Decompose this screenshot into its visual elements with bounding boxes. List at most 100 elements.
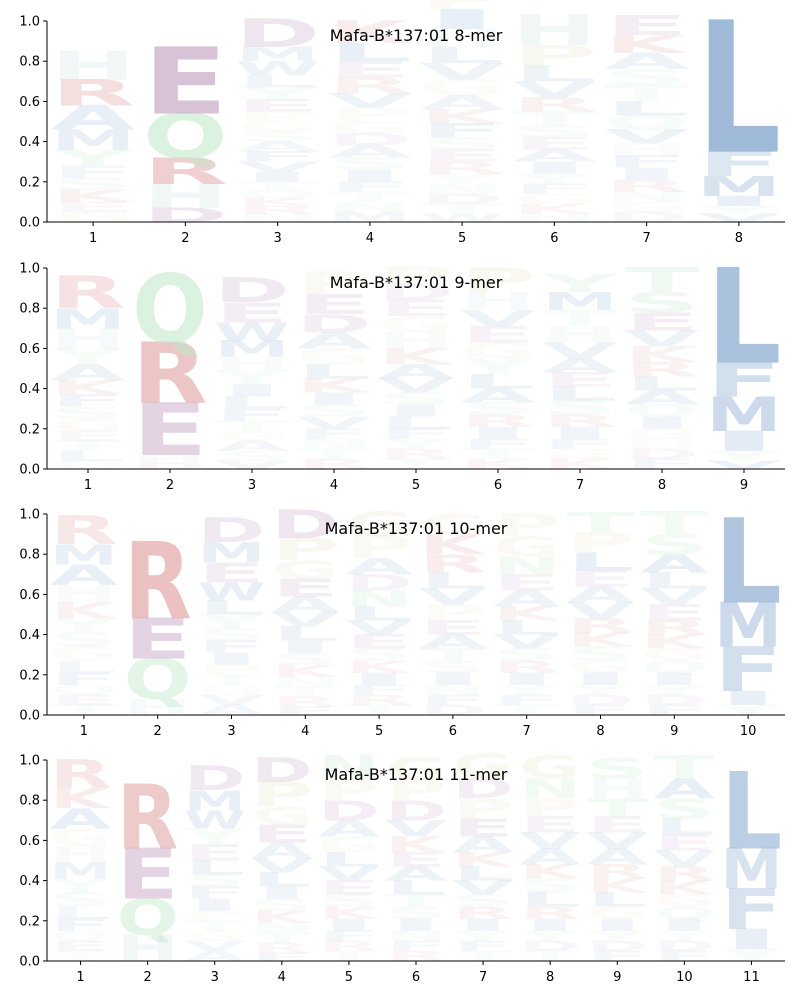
logo-letter: I xyxy=(706,425,781,457)
logo-letter: A xyxy=(235,139,321,155)
logo-letter: F xyxy=(714,634,782,705)
chart-title: Mafa-B*137:01 9-mer xyxy=(330,273,503,292)
logo-letter: W xyxy=(235,58,320,81)
logo-letter: A xyxy=(50,803,112,835)
logo-letter: A xyxy=(640,549,708,578)
logo-letter: K xyxy=(493,603,560,625)
logo-letter: R xyxy=(271,694,339,710)
logo-letter: Q xyxy=(117,888,179,947)
logo-letter: T xyxy=(345,702,414,718)
logo-letter: D xyxy=(296,309,371,338)
logo-letter: V xyxy=(420,59,505,85)
logo-letter: P xyxy=(271,532,339,568)
logo-letter: S xyxy=(460,399,535,419)
logo-letter: V xyxy=(318,862,380,885)
x-tick-label: 3 xyxy=(273,231,281,246)
logo-letter: N xyxy=(493,551,561,580)
logo-letter: S xyxy=(519,874,581,897)
logo-letter: F xyxy=(50,391,125,411)
logo-letter: G xyxy=(654,891,716,911)
logo-letter: F xyxy=(296,426,371,442)
logo-letter: A xyxy=(586,844,649,870)
logo-letter: A xyxy=(519,844,582,870)
logo-letter: L xyxy=(519,889,581,912)
logo-letter: I xyxy=(198,649,266,669)
x-tick-label: 7 xyxy=(523,724,531,739)
logo-letter: F xyxy=(654,948,716,964)
logo-letter: Y xyxy=(235,84,320,103)
logo-letter: I xyxy=(419,669,487,689)
logo-letter: R xyxy=(519,903,581,923)
logo-letter: I xyxy=(604,164,689,183)
logo-letter: S xyxy=(345,645,413,665)
logo-letter: V xyxy=(345,616,413,639)
logo-letter: P xyxy=(318,774,380,806)
logo-letter: L xyxy=(419,568,487,594)
logo-letter: I xyxy=(296,389,371,408)
logo-letter: Y xyxy=(586,928,649,944)
logo-letter: M xyxy=(184,785,246,818)
logo-letter: G xyxy=(420,75,505,101)
logo-letter: T xyxy=(542,306,617,332)
x-tick-label: 8 xyxy=(546,970,554,985)
logo-letter: Y xyxy=(566,682,634,698)
logo-letter: M xyxy=(721,837,783,902)
logo-letter: R xyxy=(419,549,487,578)
logo-letter: R xyxy=(132,325,207,422)
logo-letter: F xyxy=(512,181,597,197)
logo-letter: D xyxy=(214,271,289,310)
logo-letter: E xyxy=(198,557,266,590)
logo-letter: Y xyxy=(696,204,780,217)
logo-letter: T xyxy=(214,418,290,434)
logo-letter: G xyxy=(519,750,581,786)
logo-letter: E xyxy=(296,288,371,321)
logo-letter: D xyxy=(567,692,635,708)
logo-panel: TEQFLGSYKHAMRHQERAVGTPIFSYLWEMDFRTNKSILV… xyxy=(19,495,785,739)
logo-letter: R xyxy=(460,411,535,431)
logo-letter: R xyxy=(640,617,708,640)
logo-letter: R xyxy=(345,692,413,708)
logo-letter: E xyxy=(50,692,118,708)
logo-letter: M xyxy=(235,43,320,66)
logo-letter: G xyxy=(198,682,266,698)
logo-letter: E xyxy=(378,295,453,321)
logo-letter: G xyxy=(345,505,413,544)
logo-letter: V xyxy=(271,608,339,631)
logo-letter: Y xyxy=(653,928,716,944)
logo-letter: E xyxy=(50,938,112,954)
logo-letter: D xyxy=(586,938,648,954)
logo-letter: G xyxy=(640,646,708,665)
logo-letter: H xyxy=(542,322,617,348)
logo-letter: A xyxy=(50,360,126,386)
x-tick-label: 1 xyxy=(89,231,97,246)
y-tick-label: 0.4 xyxy=(19,382,40,397)
logo-letter: A xyxy=(419,631,487,654)
logo-letter: F xyxy=(51,162,136,181)
logo-letter: A xyxy=(214,438,290,454)
logo-letter: M xyxy=(50,539,118,571)
logo-letter: G xyxy=(50,415,125,435)
logo-letter: I xyxy=(271,637,339,657)
x-tick-label: 8 xyxy=(735,231,743,246)
y-tick-label: 0.0 xyxy=(19,709,40,724)
logo-letter: D xyxy=(345,570,413,596)
logo-letter: D xyxy=(419,702,487,718)
logo-letter: A xyxy=(296,328,372,354)
logo-letter: N xyxy=(318,749,380,788)
logo-letter: Y xyxy=(452,928,515,944)
logo-letter: M xyxy=(214,336,289,362)
logo-letter: V xyxy=(460,305,536,331)
y-tick-label: 1.0 xyxy=(19,508,40,523)
x-tick-label: 1 xyxy=(80,724,88,739)
logo-letter: G xyxy=(378,312,453,338)
chart-title: Mafa-B*137:01 8-mer xyxy=(330,26,503,45)
logo-letter: D xyxy=(143,204,228,227)
logo-letter: K xyxy=(420,105,505,128)
x-tick-label: 3 xyxy=(248,478,256,493)
logo-letter: S xyxy=(604,65,689,91)
logo-letter: F xyxy=(493,692,561,708)
logo-letter: D xyxy=(251,751,313,791)
logo-letter: L xyxy=(586,889,648,912)
logo-letter: G xyxy=(251,801,313,830)
logo-letter: L xyxy=(542,383,617,406)
